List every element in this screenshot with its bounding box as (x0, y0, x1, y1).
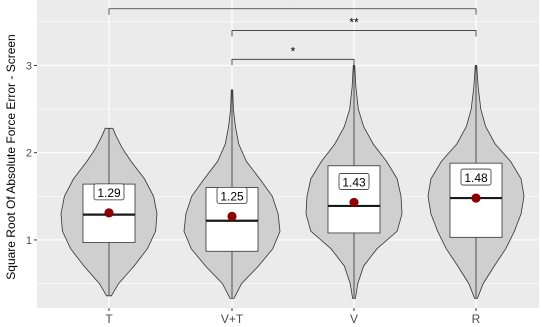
mean-point (104, 208, 114, 218)
mean-label-box (338, 173, 370, 190)
x-tick-label: V+T (221, 312, 244, 326)
mean-point (471, 193, 481, 203)
mean-label: 1.29 (97, 186, 121, 200)
significance-bracket (231, 30, 477, 37)
mean-label-box (216, 186, 248, 204)
x-tick-label: T (105, 312, 113, 326)
x-tick-label: R (472, 312, 481, 326)
significance-label: * (290, 0, 295, 8)
y-tick-label: 1 (26, 235, 32, 247)
mean-point (349, 197, 359, 208)
mean-label: 1.25 (220, 189, 244, 203)
y-tick-label: 2 (26, 148, 32, 160)
mean-label-box (93, 183, 125, 201)
y-tick-label: 3 (26, 60, 32, 72)
significance-bracket (231, 58, 355, 66)
mean-label: 1.48 (464, 171, 488, 185)
mean-label-box (460, 168, 492, 186)
significance-bracket (108, 8, 477, 15)
mean-point (227, 211, 237, 221)
x-tick-label: V (350, 312, 358, 326)
mean-label: 1.43 (342, 175, 366, 189)
significance-label: * (291, 44, 296, 58)
y-axis-title: Square Root Of Absolute Force Error - Sc… (4, 34, 18, 279)
significance-label: ** (349, 16, 359, 30)
